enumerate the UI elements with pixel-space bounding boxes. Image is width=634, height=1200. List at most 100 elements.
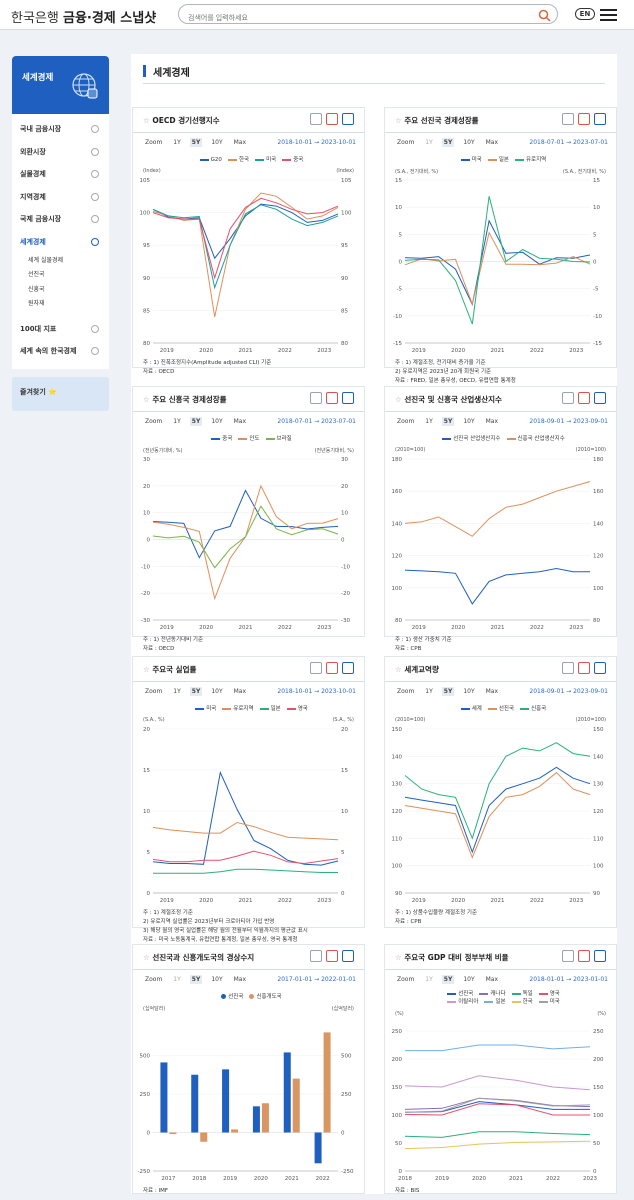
legend-item[interactable]: 세계 <box>455 706 482 712</box>
legend-item[interactable]: 일본 <box>482 157 509 163</box>
star-icon[interactable]: ☆ <box>143 953 150 962</box>
expand-icon[interactable] <box>562 950 574 962</box>
zoom-tab[interactable]: 10Y <box>461 417 476 426</box>
sidebar-sub-world-real[interactable]: 세계 실물경제 <box>12 254 109 269</box>
star-icon[interactable]: ☆ <box>395 395 402 404</box>
copy-icon[interactable] <box>594 662 606 674</box>
zoom-tab[interactable]: 5Y <box>190 138 203 147</box>
sidebar-item-domestic-finance[interactable]: 국내 금융시장 <box>12 118 109 141</box>
legend-item[interactable]: 중국 <box>205 436 232 442</box>
zoom-tab[interactable]: Max <box>484 417 500 426</box>
legend-item[interactable]: 신흥국 <box>514 706 546 712</box>
legend-item[interactable]: G20 <box>194 157 222 163</box>
copy-icon[interactable] <box>342 113 354 125</box>
legend-item[interactable]: 캐나다 <box>473 991 505 997</box>
zoom-tab[interactable]: Max <box>232 975 248 984</box>
zoom-tab[interactable]: 10Y <box>461 138 476 147</box>
zoom-tab[interactable]: 10Y <box>209 687 224 696</box>
copy-icon[interactable] <box>342 950 354 962</box>
sidebar-item-regional[interactable]: 지역경제 <box>12 186 109 209</box>
legend-item[interactable]: 브라질 <box>260 436 292 442</box>
site-logo[interactable]: 한국은행 금융·경제 스냅샷 <box>11 7 156 26</box>
legend-item[interactable]: 선진국 <box>482 706 514 712</box>
sidebar-item-korea-in-world[interactable]: 세계 속의 한국경제 <box>12 340 109 363</box>
legend-item[interactable]: 한국 <box>506 999 533 1005</box>
zoom-tab[interactable]: Max <box>232 687 248 696</box>
zoom-tab[interactable]: 5Y <box>442 687 455 696</box>
legend-item[interactable]: 영국 <box>281 706 308 712</box>
zoom-tab[interactable]: Max <box>232 138 248 147</box>
copy-icon[interactable] <box>594 950 606 962</box>
zoom-tab[interactable]: 10Y <box>209 138 224 147</box>
zoom-tab[interactable]: 5Y <box>190 975 203 984</box>
star-icon[interactable]: ☆ <box>395 116 402 125</box>
expand-icon[interactable] <box>562 392 574 404</box>
zoom-tab[interactable]: 1Y <box>423 417 434 426</box>
zoom-tab[interactable]: 10Y <box>209 975 224 984</box>
date-range[interactable]: 2018-10-01 → 2023-10-01 <box>277 139 356 146</box>
copy-icon[interactable] <box>594 392 606 404</box>
sidebar-item-fx[interactable]: 외환시장 <box>12 141 109 164</box>
legend-item[interactable]: 일본 <box>478 999 505 1005</box>
sidebar-sub-emerging[interactable]: 신흥국 <box>12 283 109 298</box>
date-range[interactable]: 2018-01-01 → 2023-01-01 <box>529 976 608 983</box>
sidebar-item-world-economy[interactable]: 세계경제 <box>12 231 109 254</box>
legend-item[interactable]: 한국 <box>222 157 249 163</box>
star-icon[interactable]: ☆ <box>143 395 150 404</box>
date-range[interactable]: 2018-10-01 → 2023-10-01 <box>277 688 356 695</box>
zoom-tab[interactable]: 10Y <box>209 417 224 426</box>
menu-icon[interactable] <box>600 9 617 21</box>
zoom-tab[interactable]: 5Y <box>442 417 455 426</box>
legend-item[interactable]: 신흥개도국 <box>243 994 281 1000</box>
legend-item[interactable]: 미국 <box>533 999 560 1005</box>
sidebar-sub-advanced[interactable]: 선진국 <box>12 268 109 283</box>
zoom-tab[interactable]: 10Y <box>461 687 476 696</box>
star-icon[interactable]: ☆ <box>143 116 150 125</box>
expand-icon[interactable] <box>310 950 322 962</box>
star-icon[interactable]: ☆ <box>143 665 150 674</box>
copy-icon[interactable] <box>342 662 354 674</box>
expand-icon[interactable] <box>310 662 322 674</box>
legend-item[interactable]: 미국 <box>455 157 482 163</box>
date-range[interactable]: 2018-07-01 → 2023-07-01 <box>529 139 608 146</box>
legend-item[interactable]: 미국 <box>189 706 216 712</box>
pdf-icon[interactable] <box>326 662 338 674</box>
copy-icon[interactable] <box>594 113 606 125</box>
language-button[interactable]: EN <box>575 8 595 20</box>
date-range[interactable]: 2018-09-01 → 2023-09-01 <box>529 418 608 425</box>
zoom-tab[interactable]: 1Y <box>423 975 434 984</box>
legend-item[interactable]: 신흥국 산업생산지수 <box>501 436 565 442</box>
date-range[interactable]: 2018-09-01 → 2023-09-01 <box>529 688 608 695</box>
pdf-icon[interactable] <box>578 113 590 125</box>
pdf-icon[interactable] <box>326 113 338 125</box>
pdf-icon[interactable] <box>578 662 590 674</box>
legend-item[interactable]: 영국 <box>533 991 560 997</box>
zoom-tab[interactable]: 10Y <box>461 975 476 984</box>
legend-item[interactable]: 선진국 <box>215 994 243 1000</box>
zoom-tab[interactable]: 5Y <box>190 417 203 426</box>
expand-icon[interactable] <box>310 392 322 404</box>
pdf-icon[interactable] <box>578 950 590 962</box>
zoom-tab[interactable]: 5Y <box>442 138 455 147</box>
legend-item[interactable]: 유로지역 <box>509 157 546 163</box>
search-icon[interactable] <box>538 7 551 26</box>
date-range[interactable]: 2017-01-01 → 2022-01-01 <box>277 976 356 983</box>
search-input[interactable] <box>179 10 519 28</box>
star-icon[interactable]: ☆ <box>395 953 402 962</box>
zoom-tab[interactable]: 1Y <box>171 687 182 696</box>
zoom-tab[interactable]: 1Y <box>171 417 182 426</box>
date-range[interactable]: 2018-07-01 → 2023-07-01 <box>277 418 356 425</box>
zoom-tab[interactable]: 1Y <box>171 138 182 147</box>
zoom-tab[interactable]: Max <box>484 687 500 696</box>
star-icon[interactable]: ☆ <box>395 665 402 674</box>
legend-item[interactable]: 일본 <box>254 706 281 712</box>
zoom-tab[interactable]: 1Y <box>423 138 434 147</box>
zoom-tab[interactable]: Max <box>484 975 500 984</box>
expand-icon[interactable] <box>562 662 574 674</box>
sidebar-item-real-economy[interactable]: 실물경제 <box>12 163 109 186</box>
legend-item[interactable]: 미국 <box>249 157 276 163</box>
legend-item[interactable]: 유로지역 <box>216 706 253 712</box>
legend-item[interactable]: 독일 <box>506 991 533 997</box>
sidebar-item-intl-finance[interactable]: 국제 금융시장 <box>12 208 109 231</box>
pdf-icon[interactable] <box>326 950 338 962</box>
